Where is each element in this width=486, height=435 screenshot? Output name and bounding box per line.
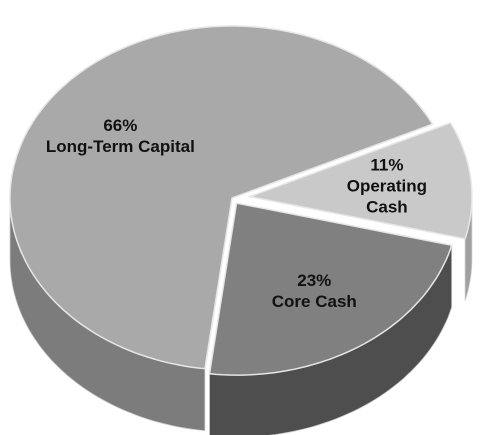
slice-value-label: 66% (103, 115, 138, 135)
slice (247, 121, 473, 240)
slice (9, 25, 434, 370)
slice-category-label: Operating Cash (346, 176, 428, 217)
slice-label: 66% Long-Term Capital (0, 115, 249, 157)
slice-value-label: 23% (297, 271, 332, 291)
slice-category-label: Core Cash (271, 292, 357, 312)
slice (208, 202, 453, 376)
slice-category-label: Long-Term Capital (45, 136, 195, 156)
slice-value-label: 11% (370, 155, 404, 175)
slice-label: 23% Core Cash (250, 270, 379, 312)
slice-label: 11% Operating Cash (340, 155, 433, 218)
